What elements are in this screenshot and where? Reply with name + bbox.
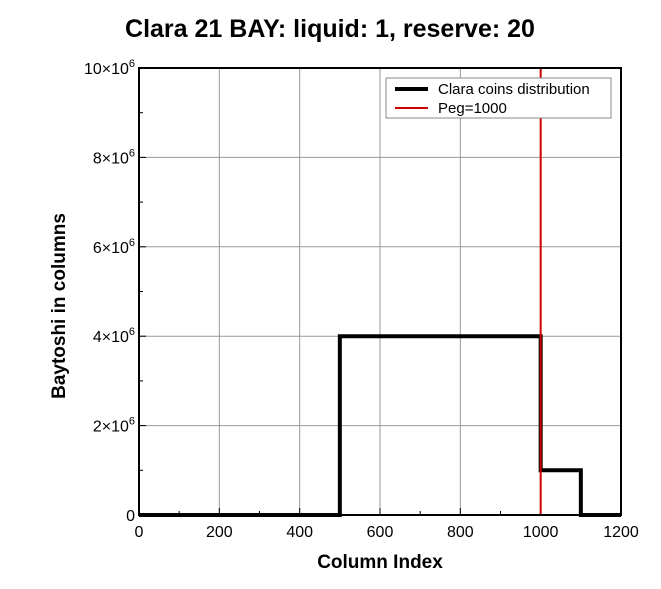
legend: Clara coins distribution Peg=1000 — [385, 77, 612, 119]
x-tick-label: 400 — [286, 524, 313, 541]
series-layer — [139, 68, 621, 517]
axis-ticks: 0 200 400 600 800 1000 1200 0 2×106 4×106 6×106 8×1… — [84, 58, 639, 541]
x-tick-label: 600 — [367, 524, 394, 541]
x-tick-label: 0 — [135, 524, 144, 541]
plot-frame — [138, 67, 622, 516]
legend-box — [385, 77, 612, 119]
y-tick-label: 6×106 — [93, 237, 135, 257]
x-tick-label: 1200 — [603, 524, 639, 541]
x-tick-label: 800 — [447, 524, 474, 541]
y-tick-label: 2×106 — [93, 416, 135, 436]
x-tick-label: 1000 — [523, 524, 559, 541]
x-axis-label: Column Index — [317, 552, 443, 573]
y-tick-label: 0 — [126, 508, 135, 525]
y-tick-label: 4×106 — [93, 326, 135, 346]
grid — [139, 68, 621, 515]
legend-label-clara: Clara coins distribution — [438, 81, 590, 98]
x-tick-label: 200 — [206, 524, 233, 541]
y-axis-label: Baytoshi in columns — [49, 213, 70, 399]
y-tick-label: 10×106 — [84, 58, 135, 78]
chart-title: Clara 21 BAY: liquid: 1, reserve: 20 — [125, 15, 535, 43]
legend-label-peg: Peg=1000 — [438, 100, 507, 117]
y-tick-label: 8×106 — [93, 147, 135, 167]
